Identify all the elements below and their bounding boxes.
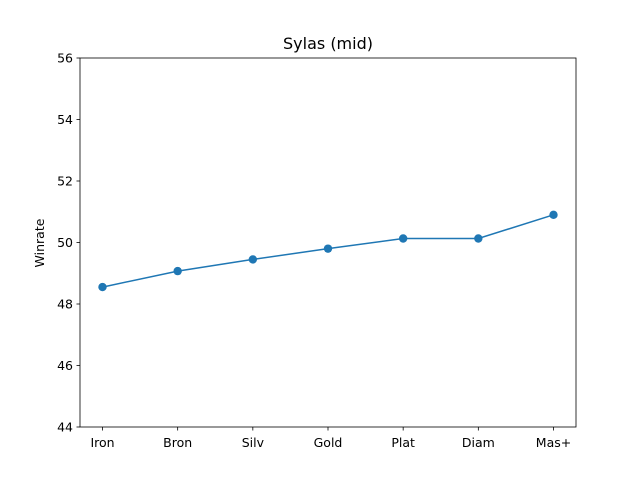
- y-tick-label: 54: [57, 112, 73, 127]
- y-tick-label: 56: [57, 51, 73, 66]
- plot-area: 44 46 48 50 52 54 56 Iron Bron Silv Gold Plat Diam Ma…: [57, 51, 577, 450]
- x-tick-label: Silv: [242, 435, 265, 450]
- data-point: [474, 234, 483, 243]
- data-point: [248, 255, 258, 264]
- x-tick-label: Bron: [163, 435, 192, 450]
- y-tick-label: 46: [57, 358, 73, 373]
- data-point: [323, 244, 333, 253]
- x-tick-label: Diam: [462, 435, 495, 450]
- x-tick-label: Plat: [391, 435, 415, 450]
- data-point: [173, 266, 182, 276]
- x-tick-label: Mas+: [536, 435, 571, 450]
- x-tick-label: Iron: [90, 435, 114, 450]
- chart-title: Sylas (mid): [283, 34, 373, 53]
- data-point: [98, 282, 107, 292]
- x-tick-label: Gold: [314, 435, 343, 450]
- y-tick-label: 50: [57, 235, 73, 250]
- y-tick-label: 44: [57, 420, 73, 435]
- y-tick-label: 52: [57, 174, 73, 189]
- y-axis-label: Winrate: [32, 218, 47, 267]
- data-point: [549, 210, 558, 220]
- y-tick-label: 48: [57, 297, 73, 312]
- data-point: [398, 234, 408, 243]
